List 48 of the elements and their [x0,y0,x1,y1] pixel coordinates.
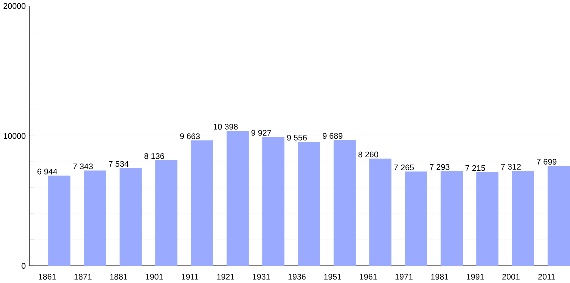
x-tick-label: 2001 [502,274,520,280]
data-label: 7 312 [501,164,521,170]
bar [512,171,534,266]
x-tick-label: 1881 [110,274,128,280]
data-label: 9 556 [287,134,308,141]
x-tick-label: 1871 [74,274,92,280]
x-tick-label: 2011 [538,274,556,280]
data-label: 7 293 [430,164,450,170]
data-label: 7 343 [73,164,94,170]
x-tick-label: 1961 [360,274,378,280]
data-label: 7 265 [394,164,414,170]
data-label: 7 699 [537,158,557,165]
bar [440,171,463,266]
data-label: 8 260 [358,152,378,158]
y-tick-label: 10000 [4,133,26,139]
x-tick-label: 1861 [39,274,56,280]
x-tick-label: 1901 [146,274,164,280]
x-tick-label: 1936 [288,274,306,280]
data-label: 9 689 [323,133,343,139]
data-label: 6 944 [38,168,58,175]
y-tick-label: 0 [22,263,26,269]
x-tick-label: 1991 [467,274,484,280]
bar [84,170,106,266]
data-label: 8 136 [144,153,164,160]
x-tick-label: 1981 [431,274,449,280]
data-label: 7 534 [109,161,129,167]
bar [48,176,71,266]
bar [405,172,428,266]
x-tick-label: 1911 [182,274,199,280]
bar [476,172,499,266]
bar [156,160,178,266]
bar [298,142,320,266]
data-label: 7 215 [466,165,486,172]
bar [334,140,356,266]
bar [548,166,570,266]
bar [191,140,214,266]
bar [370,158,392,266]
y-tick-label: 20000 [4,3,26,10]
data-label: 9 927 [252,130,272,136]
x-tick-label: 1921 [217,274,235,280]
bar [120,168,142,266]
bar [262,137,285,266]
x-tick-label: 1971 [396,274,413,280]
data-label: 9 663 [180,133,200,140]
x-tick-label: 1951 [324,274,342,280]
bar [226,130,249,266]
data-label: 10 398 [214,124,238,130]
x-tick-label: 1931 [253,274,270,280]
